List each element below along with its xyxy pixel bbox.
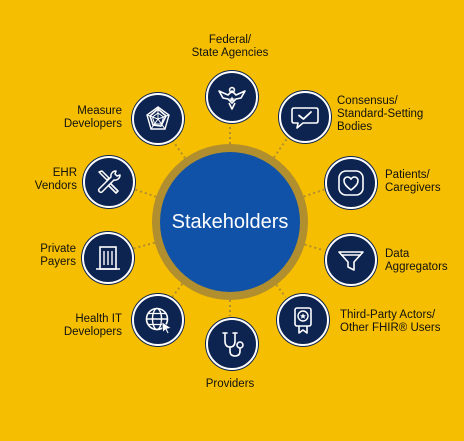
label-patients-caregivers: Patients/ Caregivers [385,169,441,194]
node-providers [206,318,258,370]
connector-line [131,187,157,198]
node-private-payers [82,232,134,284]
speech-bubble-check-icon [291,107,319,129]
label-health-it-developers: Health IT Developers [63,313,122,338]
node-third-party-actors [277,294,329,346]
label-data-aggregators: Data Aggregators [385,248,448,273]
globe-cursor-icon [145,307,172,335]
node-ehr-vendors [83,156,135,208]
label-third-party-actors: Third-Party Actors/ Other FHIR® Users [340,309,441,334]
wrench-screwdriver-icon [97,170,121,194]
connector-line [273,135,290,159]
funnel-icon [338,251,364,271]
node-consensus-bodies [279,91,331,143]
label-consensus-bodies: Consensus/ Standard-Setting Bodies [337,95,424,133]
node-data-aggregators [325,234,377,286]
connector-line [171,283,184,299]
connector-line [170,137,186,159]
node-measure-developers [132,93,184,145]
label-federal-state-agencies: Federal/ State Agencies [191,34,269,59]
node-patients-caregivers [325,157,377,209]
eagle-icon [218,86,246,110]
label-ehr-vendors: EHR Vendors [34,167,77,192]
connector-line [275,284,287,298]
connector-line [304,243,325,252]
radar-chart-icon [146,106,170,130]
building-icon [96,246,120,270]
heart-icon [338,170,364,196]
connector-line [130,241,156,251]
label-measure-developers: Measure Developers [63,105,122,130]
stethoscope-icon [222,332,244,357]
label-providers: Providers [205,378,255,390]
label-private-payers: Private Payers [40,243,76,268]
node-federal-state-agencies [206,71,258,123]
hub-circle: Stakeholders [160,152,300,292]
connector-line [303,188,325,198]
hub-label: Stakeholders [171,210,289,233]
node-health-it-developers [132,294,184,346]
award-ribbon-icon [294,307,312,334]
